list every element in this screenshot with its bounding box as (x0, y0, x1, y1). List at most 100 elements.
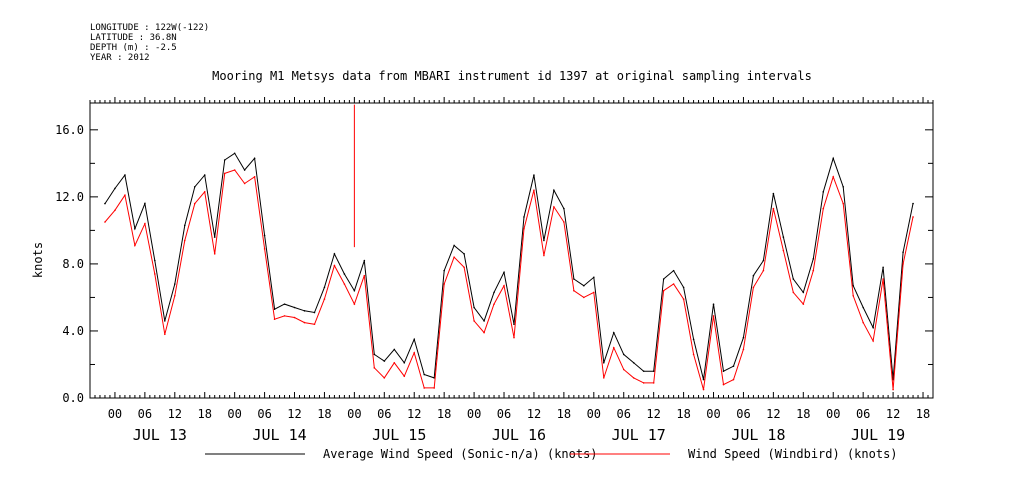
latitude-label: LATITUDE : 36.8N (90, 33, 177, 43)
series-point (652, 370, 655, 372)
series-point (483, 331, 485, 334)
series-point (672, 269, 675, 272)
series-point (363, 259, 366, 262)
series-point (622, 353, 625, 356)
x-day-label: JUL 17 (612, 426, 666, 444)
series-point (862, 306, 864, 309)
y-tick-label: 16.0 (55, 123, 84, 137)
series-point (393, 348, 396, 351)
series-point (443, 283, 445, 285)
series-point (732, 365, 735, 367)
y-tick-label: 12.0 (55, 190, 84, 204)
x-tick-label: 12 (886, 407, 900, 421)
legend: Average Wind Speed (Sonic-n/a) (knots) W… (205, 447, 898, 461)
series-point (523, 216, 525, 218)
series-point (792, 278, 795, 280)
series-point (912, 216, 914, 218)
series-point (343, 283, 346, 285)
series-point (742, 348, 745, 351)
series-point (413, 338, 416, 341)
x-tick-label: 18 (437, 407, 451, 421)
series-point (104, 202, 106, 205)
x-tick-labels: 00 06 12 18 JUL 13 00 06 12 18 JUL 14 00 06 12 18 JUL … (108, 407, 931, 444)
series-point (253, 157, 256, 160)
x-tick-label: 00 (587, 407, 601, 421)
x-tick-label: 00 (706, 407, 720, 421)
series-point (513, 336, 515, 339)
series-point (363, 274, 366, 277)
series-point (353, 303, 356, 305)
series-point (583, 296, 585, 299)
series-point (243, 169, 246, 171)
series-point (183, 239, 186, 242)
series-point (533, 189, 535, 191)
series-point (114, 187, 116, 190)
series-line (104, 169, 914, 390)
x-tick-label: 18 (796, 407, 810, 421)
series-point (563, 221, 565, 223)
series-point (792, 291, 795, 294)
series-point (832, 157, 835, 160)
series-point (463, 266, 465, 269)
series-point (173, 294, 176, 297)
series-point (642, 382, 645, 384)
series-point (134, 244, 136, 247)
series-point (602, 362, 605, 364)
series-point (243, 182, 246, 185)
x-tick-label: 06 (736, 407, 750, 421)
series-point (303, 321, 306, 324)
series-point (692, 353, 695, 356)
series-point (593, 276, 595, 279)
series-point (622, 368, 625, 371)
series-point (782, 236, 785, 238)
series-point (453, 256, 455, 259)
chart-title: Mooring M1 Metsys data from MBARI instru… (212, 69, 812, 83)
series-point (772, 192, 775, 195)
series-point (872, 340, 874, 342)
series-point (134, 227, 136, 230)
plot-frame (89, 102, 934, 399)
x-tick-label: 18 (557, 407, 571, 421)
series-point (882, 266, 884, 269)
x-tick-label: 06 (257, 407, 271, 421)
series-point (263, 248, 266, 250)
longitude-label: LONGITUDE : 122W(-122) (90, 23, 209, 33)
series-point (114, 209, 116, 212)
series-point (662, 289, 665, 292)
series-point (193, 202, 196, 205)
series-windbird (104, 169, 914, 391)
series-point (203, 191, 206, 193)
series-point (144, 222, 146, 225)
series-point (563, 207, 565, 210)
x-day-label: JUL 18 (731, 426, 785, 444)
y-tick-label: 0.0 (62, 391, 84, 405)
series-point (253, 175, 256, 178)
series-point (523, 227, 525, 230)
x-tick-label: 18 (317, 407, 331, 421)
series-point (842, 202, 845, 205)
series-point (443, 269, 445, 272)
x-tick-label: 00 (108, 407, 122, 421)
x-tick-label: 06 (617, 407, 631, 421)
x-tick-label: 12 (168, 407, 182, 421)
series-point (912, 202, 914, 205)
series-point (144, 202, 146, 205)
series-point (852, 284, 854, 287)
series-point (183, 224, 186, 227)
x-tick-label: 00 (347, 407, 361, 421)
series-point (812, 258, 815, 260)
x-tick-label: 18 (198, 407, 212, 421)
x-tick-label: 12 (766, 407, 780, 421)
series-point (862, 321, 864, 324)
x-tick-label: 06 (856, 407, 870, 421)
series-point (612, 346, 615, 349)
series-point (822, 191, 825, 193)
x-day-label: JUL 19 (851, 426, 905, 444)
series-point (573, 278, 575, 280)
series-point (223, 172, 226, 175)
series-point (632, 377, 635, 379)
y-axis-label: knots (31, 242, 45, 278)
series-point (762, 259, 765, 262)
series-point (403, 362, 406, 364)
